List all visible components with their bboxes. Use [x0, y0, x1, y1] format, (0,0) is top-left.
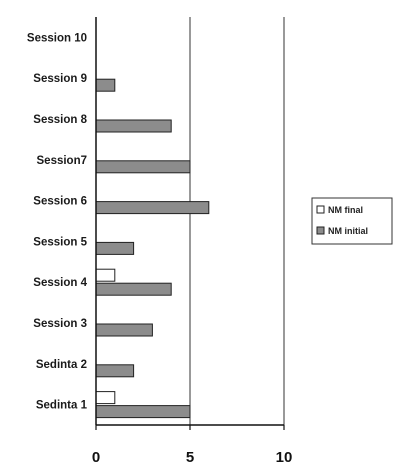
- grid-layer: [189, 17, 285, 425]
- x-tick-label-5: 5: [186, 449, 194, 464]
- bar-nm-initial-3: [95, 323, 153, 337]
- bar-nm-final-1: [95, 391, 116, 405]
- category-label-7: Session7: [37, 155, 88, 167]
- legend-label-nm-initial: NM initial: [328, 226, 368, 236]
- bar-nm-initial-7: [95, 160, 191, 174]
- category-label-9: Session 9: [33, 73, 87, 85]
- bar-nm-initial-8: [95, 119, 172, 133]
- legend-swatch-nm-final: [316, 205, 325, 214]
- bar-nm-initial-9: [95, 78, 116, 92]
- x-tick-labels: 0 5 10: [92, 449, 293, 464]
- category-label-8: Session 8: [33, 114, 87, 126]
- category-label-1: Sedinta 1: [36, 400, 88, 412]
- category-label-3: Session 3: [33, 318, 87, 330]
- x-tick-label-0: 0: [92, 449, 100, 464]
- legend-swatch-nm-initial: [316, 226, 325, 235]
- x-tick-label-10: 10: [276, 449, 293, 464]
- category-label-2: Sedinta 2: [36, 359, 87, 371]
- category-label-6: Session 6: [33, 196, 87, 208]
- bar-nm-initial-4: [95, 282, 172, 296]
- legend-box: [311, 197, 393, 245]
- legend-label-nm-final: NM final: [328, 205, 363, 215]
- category-label-5: Session 5: [33, 236, 87, 248]
- bar-nm-initial-6: [95, 201, 210, 215]
- bar-nm-initial-5: [95, 241, 135, 255]
- axis-layer: [95, 17, 285, 430]
- bars-layer: [95, 78, 210, 419]
- category-label-4: Session 4: [33, 277, 87, 289]
- bar-nm-initial-2: [95, 364, 135, 378]
- legend: NM final NM initial: [311, 197, 393, 245]
- category-label-10: Session 10: [27, 32, 87, 44]
- bar-nm-initial-1: [95, 405, 191, 419]
- category-labels: Sedinta 1 Sedinta 2 Session 3 Session 4 Sess…: [27, 32, 88, 411]
- bar-nm-final-4: [95, 268, 116, 282]
